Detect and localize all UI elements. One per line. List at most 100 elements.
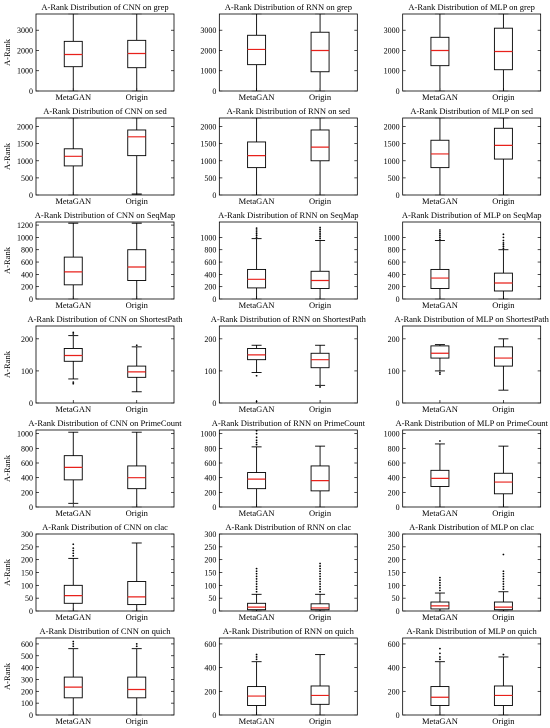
box-iqr: [63, 148, 83, 167]
chart-panel: A-Rank Distribution of MLP on clac 0 50 100…: [388, 522, 542, 622]
y-axis-label: A-Rank: [2, 246, 12, 274]
y-tick-label: 1000: [384, 233, 400, 242]
outlier-point: [135, 344, 138, 347]
y-tick-label: 250: [388, 543, 400, 552]
outlier-point: [502, 588, 505, 591]
outlier-point: [255, 588, 258, 591]
y-tick-label: 0: [212, 711, 216, 720]
outlier-point: [319, 580, 321, 583]
y-tick-label: 100: [204, 581, 216, 590]
x-tick-label: MetaGAN: [239, 300, 275, 310]
y-tick-label: 800: [21, 246, 33, 255]
x-tick-label: MetaGAN: [55, 508, 91, 518]
chart-panel: A-Rank Distribution of CNN on clac A-Rank…: [2, 522, 175, 622]
y-tick-label: 500: [21, 174, 33, 183]
x-tick-label: Origin: [126, 196, 149, 206]
x-tick-label: Origin: [492, 508, 515, 518]
outlier-point: [72, 381, 75, 384]
box-iqr: [310, 129, 330, 162]
box-iqr: [63, 584, 83, 604]
y-tick-label: 600: [388, 258, 400, 267]
outlier-point: [255, 443, 258, 446]
outlier-point: [255, 439, 258, 442]
plot-frame: [402, 533, 542, 612]
y-tick-label: 0: [396, 711, 400, 720]
x-tick-label: Origin: [126, 716, 149, 726]
plot-frame: [218, 117, 358, 196]
y-tick-label: 50: [392, 594, 400, 603]
box-iqr: [310, 465, 330, 492]
outlier-point: [255, 234, 258, 237]
outlier-point: [502, 245, 505, 248]
outlier-point: [255, 578, 258, 580]
outlier-point: [319, 226, 321, 229]
box-iqr: [63, 348, 83, 362]
outlier-point: [319, 234, 321, 236]
y-tick-label: 0: [29, 711, 33, 720]
chart-title: A-Rank Distribution of MLP on PrimeCount: [395, 418, 548, 428]
y-tick-label: 1000: [384, 430, 400, 439]
y-tick-label: 0: [212, 87, 216, 96]
chart-title: A-Rank Distribution of CNN on SeqMap: [35, 210, 175, 220]
chart-title: A-Rank Distribution of RNN on quich: [223, 626, 355, 636]
y-tick-label: 400: [204, 664, 216, 673]
y-tick-label: 400: [21, 664, 33, 673]
y-tick-label: 200: [21, 283, 33, 292]
y-tick-label: 600: [204, 459, 216, 468]
y-tick-label: 2000: [17, 46, 33, 55]
outlier-point: [72, 554, 75, 557]
chart-title: A-Rank Distribution of CNN on clac: [42, 522, 168, 532]
y-tick-label: 0: [396, 503, 400, 512]
chart-panel: A-Rank Distribution of MLP on grep 0 1000 2…: [384, 2, 542, 102]
y-tick-label: 1000: [17, 67, 33, 76]
outlier-point: [319, 567, 321, 570]
y-tick-label: 600: [21, 640, 33, 649]
outlier-point: [255, 567, 258, 570]
x-tick-label: MetaGAN: [239, 404, 275, 414]
plot-frame: [218, 637, 358, 716]
box-iqr: [310, 31, 330, 73]
outlier-point: [255, 570, 258, 573]
x-tick-label: Origin: [126, 300, 149, 310]
outlier-point: [439, 589, 441, 592]
chart-title: A-Rank Distribution of RNN on grep: [225, 2, 352, 12]
outlier-point: [255, 583, 258, 585]
y-tick-label: 0: [396, 295, 400, 304]
chart-panel: A-Rank Distribution of RNN on ShortestPa…: [204, 314, 366, 414]
outlier-point: [502, 578, 505, 580]
y-tick-label: 200: [21, 488, 33, 497]
outlier-point: [502, 583, 505, 585]
y-tick-label: 800: [204, 246, 216, 255]
x-tick-label: Origin: [492, 404, 515, 414]
y-tick-label: 300: [21, 530, 33, 539]
y-tick-label: 200: [204, 335, 216, 344]
y-tick-label: 2000: [384, 46, 400, 55]
chart-title: A-Rank Distribution of RNN on sed: [227, 106, 351, 116]
y-tick-label: 400: [21, 474, 33, 483]
outlier-point: [255, 229, 258, 231]
outlier-point: [255, 653, 258, 656]
outlier-point: [439, 440, 441, 442]
y-tick-label: 400: [21, 270, 33, 279]
chart-title: A-Rank Distribution of RNN on ShortestPa…: [211, 314, 367, 324]
plot-frame: [402, 117, 542, 196]
outlier-point: [502, 247, 505, 250]
outlier-point: [319, 228, 321, 231]
x-tick-label: MetaGAN: [422, 92, 458, 102]
y-axis-label: A-Rank: [2, 38, 12, 66]
plot-frame: [218, 533, 358, 612]
outlier-point: [502, 575, 505, 578]
chart-title: A-Rank Distribution of MLP on sed: [410, 106, 533, 116]
y-tick-label: 600: [388, 640, 400, 649]
outlier-point: [72, 549, 75, 552]
chart-panel: A-Rank Distribution of RNN on clac 0 50 100…: [204, 522, 358, 622]
x-tick-label: MetaGAN: [55, 196, 91, 206]
chart-panel: A-Rank Distribution of RNN on sed 0 500 100…: [200, 106, 358, 206]
y-tick-label: 200: [388, 687, 400, 696]
y-tick-label: 200: [204, 687, 216, 696]
y-tick-label: 100: [388, 581, 400, 590]
y-tick-label: 0: [396, 607, 400, 616]
outlier-point: [255, 656, 258, 658]
x-tick-label: MetaGAN: [422, 404, 458, 414]
outlier-point: [439, 371, 441, 374]
